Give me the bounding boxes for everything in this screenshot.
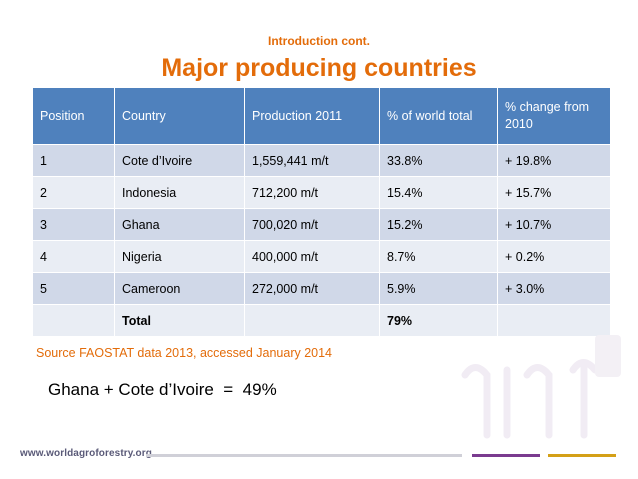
cell-change: + 15.7% <box>497 176 611 209</box>
footer-bar-gray <box>146 454 462 457</box>
column-header-production: Production 2011 <box>244 87 380 145</box>
cell-position: 4 <box>32 240 115 273</box>
slide-subtitle: Introduction cont. <box>268 34 370 48</box>
cell-production: 1,559,441 m/t <box>244 144 380 177</box>
cell-change: + 0.2% <box>497 240 611 273</box>
cell-production: 712,200 m/t <box>244 176 380 209</box>
tree-watermark-icon <box>461 335 621 439</box>
footer-bar-gold <box>548 454 616 457</box>
footer-url[interactable]: www.worldagroforestry.org <box>20 448 152 459</box>
column-header-position: Position <box>32 87 115 145</box>
column-header-world-share: % of world total <box>379 87 498 145</box>
summary-text: Ghana + Cote d’Ivoire = 49% <box>48 380 277 399</box>
cell-country: Nigeria <box>114 240 245 273</box>
cell-position: 1 <box>32 144 115 177</box>
cell-empty <box>244 304 380 337</box>
cell-position: 3 <box>32 208 115 241</box>
table-row: 4 Nigeria 400,000 m/t 8.7% + 0.2% <box>32 240 611 273</box>
producers-table: Position Country Production 2011 % of wo… <box>32 87 611 337</box>
footer-bar-purple <box>472 454 540 457</box>
slide-title: Major producing countries <box>161 54 477 82</box>
cell-country: Ghana <box>114 208 245 241</box>
table-header-row: Position Country Production 2011 % of wo… <box>32 87 611 145</box>
table-total-row: Total 79% <box>32 304 611 337</box>
cell-production: 272,000 m/t <box>244 272 380 305</box>
cell-country: Cote d’Ivoire <box>114 144 245 177</box>
total-world-share: 79% <box>379 304 498 337</box>
cell-position: 2 <box>32 176 115 209</box>
cell-country: Indonesia <box>114 176 245 209</box>
cell-empty <box>497 304 611 337</box>
cell-empty <box>32 304 115 337</box>
cell-production: 400,000 m/t <box>244 240 380 273</box>
source-note: Source FAOSTAT data 2013, accessed Janua… <box>36 346 333 360</box>
cell-change: + 3.0% <box>497 272 611 305</box>
cell-world-share: 15.2% <box>379 208 498 241</box>
column-header-change: % change from 2010 <box>497 87 611 145</box>
cell-change: + 19.8% <box>497 144 611 177</box>
cell-world-share: 5.9% <box>379 272 498 305</box>
table-row: 5 Cameroon 272,000 m/t 5.9% + 3.0% <box>32 272 611 305</box>
cell-country: Cameroon <box>114 272 245 305</box>
cell-change: + 10.7% <box>497 208 611 241</box>
cell-world-share: 15.4% <box>379 176 498 209</box>
cell-position: 5 <box>32 272 115 305</box>
cell-world-share: 8.7% <box>379 240 498 273</box>
cell-production: 700,020 m/t <box>244 208 380 241</box>
table-row: 1 Cote d’Ivoire 1,559,441 m/t 33.8% + 19… <box>32 144 611 177</box>
cell-world-share: 33.8% <box>379 144 498 177</box>
total-label: Total <box>114 304 245 337</box>
column-header-country: Country <box>114 87 245 145</box>
table-row: 3 Ghana 700,020 m/t 15.2% + 10.7% <box>32 208 611 241</box>
table-row: 2 Indonesia 712,200 m/t 15.4% + 15.7% <box>32 176 611 209</box>
